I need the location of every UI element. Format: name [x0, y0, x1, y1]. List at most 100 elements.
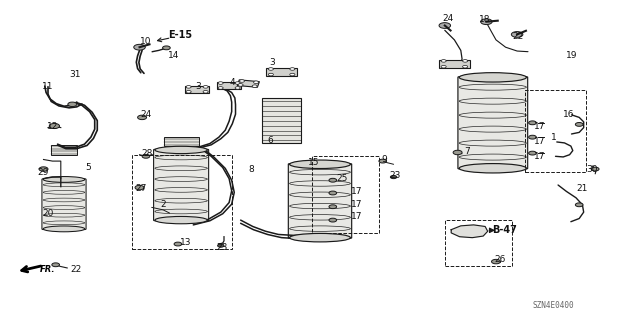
Text: 1: 1 [551, 133, 556, 142]
Text: 24: 24 [442, 14, 454, 23]
Circle shape [239, 80, 244, 82]
Circle shape [591, 167, 599, 171]
Ellipse shape [155, 217, 207, 224]
Polygon shape [439, 60, 470, 68]
Text: 16: 16 [563, 110, 574, 119]
Text: 25: 25 [337, 174, 348, 183]
Circle shape [453, 150, 462, 155]
Text: 17: 17 [534, 152, 545, 161]
Circle shape [134, 44, 145, 50]
Text: SZN4E0400: SZN4E0400 [532, 301, 575, 310]
Circle shape [235, 82, 240, 84]
Text: E-15: E-15 [168, 30, 193, 40]
Text: 17: 17 [351, 187, 363, 196]
Text: 4: 4 [230, 78, 235, 87]
Text: 7: 7 [465, 147, 470, 156]
FancyBboxPatch shape [154, 149, 209, 221]
Text: 31: 31 [70, 70, 81, 79]
Text: 9: 9 [381, 155, 387, 164]
Text: 26: 26 [495, 256, 506, 264]
Bar [312, 156, 379, 233]
Circle shape [329, 218, 337, 222]
Circle shape [329, 205, 337, 209]
Circle shape [218, 244, 224, 247]
Text: FR.: FR. [40, 265, 55, 274]
Circle shape [68, 102, 77, 107]
Circle shape [511, 32, 523, 37]
Polygon shape [164, 137, 198, 146]
Text: 2: 2 [161, 200, 166, 209]
Polygon shape [451, 225, 488, 238]
Text: 11: 11 [42, 82, 54, 91]
Circle shape [235, 87, 240, 89]
Circle shape [186, 85, 191, 88]
Ellipse shape [44, 176, 84, 182]
Text: 15: 15 [308, 158, 319, 167]
Ellipse shape [155, 146, 207, 153]
FancyBboxPatch shape [42, 179, 86, 230]
Circle shape [252, 85, 257, 87]
Circle shape [329, 191, 337, 195]
Ellipse shape [460, 164, 526, 173]
Circle shape [218, 87, 223, 89]
Ellipse shape [460, 73, 526, 82]
Text: 6: 6 [268, 136, 273, 145]
Text: 24: 24 [140, 110, 152, 119]
Polygon shape [185, 86, 209, 93]
Text: 5: 5 [86, 163, 91, 172]
Text: 18: 18 [479, 15, 491, 24]
Circle shape [575, 122, 583, 126]
Text: 23: 23 [390, 171, 401, 180]
Circle shape [186, 91, 191, 93]
Bar [132, 155, 232, 249]
Ellipse shape [44, 226, 84, 232]
Text: 3: 3 [269, 58, 275, 67]
Circle shape [390, 175, 397, 179]
Polygon shape [262, 98, 301, 143]
Circle shape [290, 68, 295, 70]
Ellipse shape [290, 160, 351, 168]
Circle shape [529, 135, 536, 139]
Circle shape [463, 60, 468, 62]
Circle shape [52, 263, 60, 267]
Circle shape [481, 19, 492, 25]
Circle shape [203, 85, 208, 88]
Circle shape [203, 91, 208, 93]
Circle shape [218, 82, 223, 84]
Polygon shape [217, 82, 241, 89]
Circle shape [238, 84, 243, 86]
Ellipse shape [290, 234, 351, 242]
Text: 17: 17 [534, 137, 545, 146]
Text: 20: 20 [42, 209, 54, 218]
Text: 28: 28 [141, 149, 153, 158]
Circle shape [492, 259, 500, 264]
Text: B-47: B-47 [492, 225, 516, 235]
Text: 8: 8 [248, 165, 253, 174]
Bar [445, 220, 512, 266]
Text: 3: 3 [196, 82, 201, 91]
Text: 19: 19 [566, 51, 577, 60]
FancyBboxPatch shape [458, 77, 528, 169]
Circle shape [163, 46, 170, 50]
Circle shape [268, 73, 273, 76]
Circle shape [575, 203, 583, 207]
Circle shape [439, 23, 451, 28]
Text: 10: 10 [140, 37, 152, 46]
Circle shape [268, 68, 273, 70]
Text: 14: 14 [168, 51, 180, 60]
Circle shape [441, 65, 446, 68]
Circle shape [174, 242, 182, 246]
Circle shape [142, 154, 150, 158]
Circle shape [441, 60, 446, 62]
Polygon shape [266, 68, 297, 76]
Polygon shape [51, 145, 77, 155]
FancyBboxPatch shape [288, 164, 352, 238]
Circle shape [49, 123, 60, 129]
Text: 21: 21 [577, 184, 588, 193]
Text: 30: 30 [586, 165, 598, 174]
Circle shape [290, 73, 295, 76]
Bar [525, 90, 586, 172]
Circle shape [529, 151, 536, 155]
Text: 12: 12 [47, 122, 58, 130]
Text: 22: 22 [513, 32, 524, 41]
